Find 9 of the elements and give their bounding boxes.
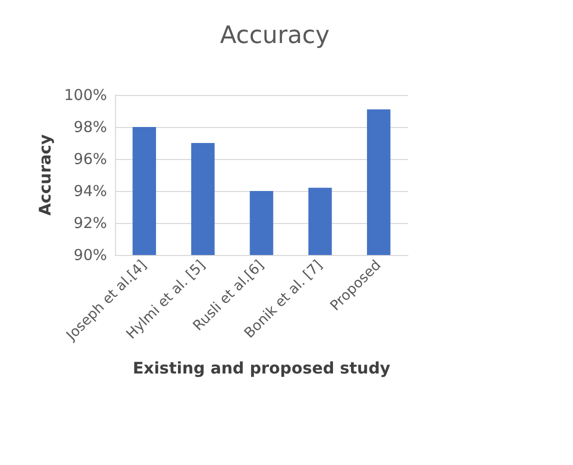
- chart-title: Accuracy: [220, 21, 330, 49]
- y-tick-label: 96%: [74, 150, 107, 168]
- y-tick-label: 100%: [64, 86, 107, 104]
- y-axis-title: Accuracy: [36, 134, 54, 216]
- y-tick-label: 90%: [74, 246, 107, 264]
- x-axis-title: Existing and proposed study: [132, 358, 391, 378]
- y-tick-label: 92%: [74, 214, 107, 232]
- y-tick-label: 98%: [74, 118, 107, 136]
- y-tick-label: 94%: [74, 182, 107, 200]
